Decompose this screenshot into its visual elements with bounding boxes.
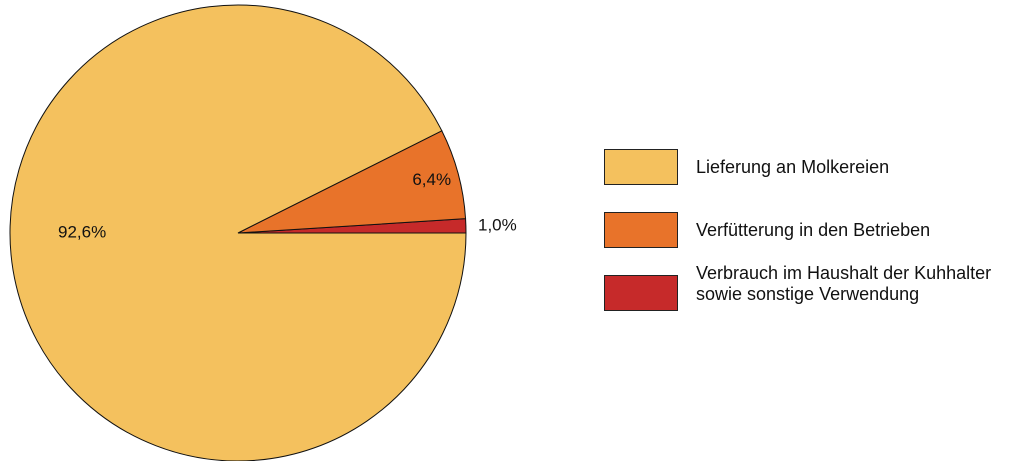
legend-label: Verfütterung in den Betrieben — [696, 220, 931, 240]
legend-label: Verbrauch im Haushalt der Kuhhalter sowi… — [696, 263, 992, 304]
legend-swatch — [604, 275, 678, 311]
data-label: 6,4% — [412, 170, 451, 189]
legend-swatch — [604, 149, 678, 185]
pie-slice — [9, 4, 467, 461]
data-label: 92,6% — [58, 222, 106, 241]
legend-label: Lieferung an Molkereien — [696, 157, 890, 177]
legend-swatch — [604, 212, 678, 248]
data-label: 1,0% — [478, 215, 517, 234]
